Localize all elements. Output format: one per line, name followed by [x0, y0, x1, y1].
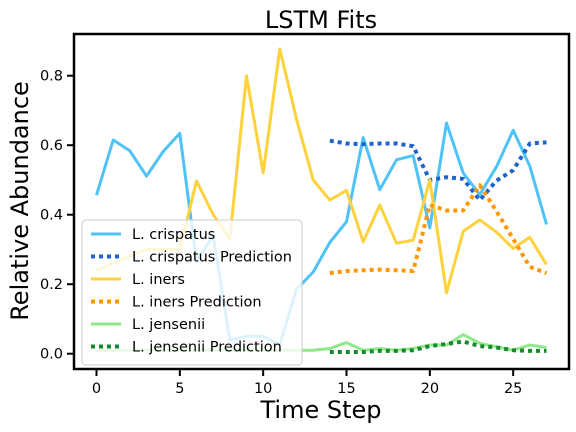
axes-layer: 0 5 10 15 20 25 0.0 0.2 0.4 0.6 0.8: [40, 32, 571, 397]
x-tick-label: 15: [337, 381, 355, 397]
legend-box: [81, 219, 303, 366]
x-tick-label: 0: [92, 381, 101, 397]
series-line-l-crispatus-prediction: [329, 138, 547, 203]
legend-label-l-iners: L. iners: [132, 272, 185, 288]
series-line-l-crispatus: [95, 121, 548, 347]
x-axis-label: Time Step: [259, 396, 381, 424]
legend-label-l-jensenii: L. jensenii: [132, 317, 205, 333]
x-tick-label: 5: [175, 381, 184, 397]
legend-label-l-crispatus: L. crispatus: [132, 227, 215, 243]
y-tick-label: 0.8: [40, 69, 63, 85]
legend: L. crispatus L. crispatus Prediction L. in…: [81, 219, 303, 366]
y-tick-label: 0.6: [40, 138, 63, 154]
plot-frame: [72, 32, 571, 371]
y-tick-label: 0.4: [40, 208, 63, 224]
chart-title: LSTM Fits: [265, 6, 377, 34]
x-tick-label: 25: [504, 381, 522, 397]
legend-label-l-iners-prediction: L. iners Prediction: [132, 295, 262, 311]
y-tick-label: 0.2: [40, 277, 63, 293]
series-line-l-iners-prediction: [329, 183, 548, 276]
legend-label-l-jensenii-prediction: L. jensenii Prediction: [132, 340, 282, 356]
x-tick-label: 20: [421, 381, 439, 397]
y-tick-label: 0.0: [40, 347, 63, 363]
legend-label-l-crispatus-prediction: L. crispatus Prediction: [132, 250, 292, 266]
series-line-l-jensenii-prediction: [329, 339, 547, 354]
y-axis-label: Relative Abundance: [6, 81, 34, 321]
x-tick-label: 10: [254, 381, 272, 397]
